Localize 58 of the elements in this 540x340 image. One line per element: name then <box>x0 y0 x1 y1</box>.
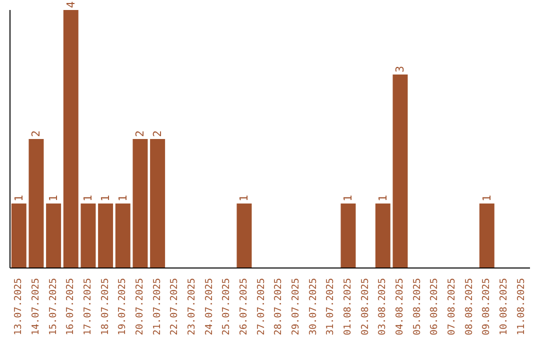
bar <box>375 204 390 268</box>
x-tick-label: 20.07.2025 <box>134 278 146 336</box>
x-tick-label: 19.07.2025 <box>117 278 128 336</box>
x-tick-label: 01.08.2025 <box>342 278 354 336</box>
x-tick-label: 18.07.2025 <box>100 278 111 336</box>
x-tick-label: 25.07.2025 <box>221 278 232 336</box>
x-tick-label: 30.07.2025 <box>308 278 319 336</box>
x-tick-label: 16.07.2025 <box>65 278 76 336</box>
x-tick-label: 22.07.2025 <box>169 278 180 336</box>
x-tick-label: 23.07.2025 <box>186 278 198 336</box>
x-tick-label: 15.07.2025 <box>48 278 59 336</box>
data-label: 2 <box>30 130 43 137</box>
bar <box>340 204 356 268</box>
x-tick-label: 24.07.2025 <box>204 278 215 336</box>
bar <box>479 204 494 268</box>
bar <box>115 204 130 268</box>
bar <box>28 139 44 268</box>
data-label: 1 <box>82 194 95 202</box>
bar <box>11 204 26 268</box>
data-label: 4 <box>64 1 78 8</box>
data-label: 3 <box>394 66 407 72</box>
data-label: 1 <box>238 194 251 202</box>
x-tick-label: 10.08.2025 <box>498 278 510 336</box>
data-label: 1 <box>47 194 60 202</box>
data-label: 1 <box>376 194 390 202</box>
bar <box>80 204 96 268</box>
x-tick-label: 03.08.2025 <box>377 278 388 336</box>
x-tick-label: 21.07.2025 <box>152 278 163 336</box>
x-tick-label: 02.08.2025 <box>360 278 371 336</box>
x-tick-label: 08.08.2025 <box>464 278 475 336</box>
bar <box>98 204 114 268</box>
bar <box>150 139 166 268</box>
x-tick-label: 13.07.2025 <box>13 278 24 336</box>
bar <box>132 139 148 268</box>
data-label: 1 <box>12 194 26 202</box>
bar <box>46 204 62 268</box>
x-tick-label: 07.08.2025 <box>446 278 458 336</box>
x-tick-label: 06.08.2025 <box>429 278 440 336</box>
x-tick-label: 29.07.2025 <box>290 278 302 336</box>
x-tick-label: 09.08.2025 <box>481 278 492 336</box>
bar <box>236 204 252 268</box>
data-label: 1 <box>480 194 494 202</box>
data-label: 2 <box>134 130 147 137</box>
x-tick-label: 14.07.2025 <box>30 278 42 336</box>
x-tick-label: 26.07.2025 <box>238 278 250 336</box>
data-label: 2 <box>151 130 164 137</box>
x-tick-label: 11.08.2025 <box>516 278 527 336</box>
data-label: 1 <box>116 194 130 202</box>
data-label: 1 <box>342 194 355 202</box>
bar <box>63 10 78 268</box>
x-tick-label: 05.08.2025 <box>412 278 423 336</box>
x-tick-label: 27.07.2025 <box>256 278 267 336</box>
x-tick-label: 17.07.2025 <box>82 278 94 336</box>
x-tick-label: 31.07.2025 <box>325 278 336 336</box>
bar <box>392 74 408 268</box>
x-tick-label: 04.08.2025 <box>394 278 406 336</box>
x-tick-label: 28.07.2025 <box>273 278 284 336</box>
data-label: 1 <box>99 194 112 202</box>
